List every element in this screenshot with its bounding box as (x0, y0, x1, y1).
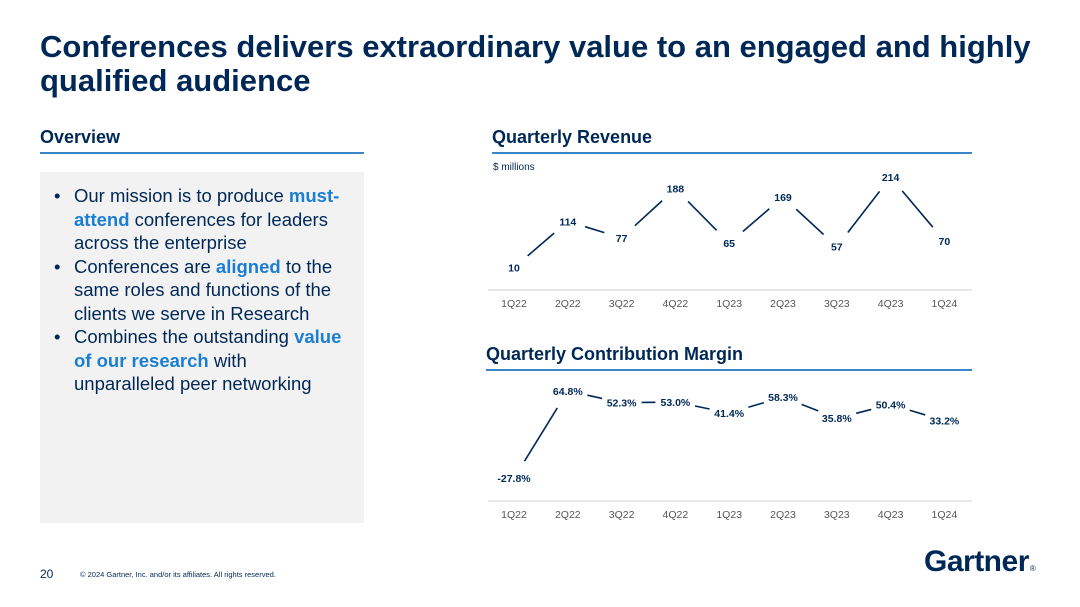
series-line-segment (801, 403, 819, 412)
gartner-logo: Gartner® (924, 545, 1036, 579)
x-tick-label: 1Q24 (932, 298, 958, 310)
overview-bullet: Combines the outstanding value of our re… (54, 325, 348, 396)
page-number: 20 (40, 567, 54, 581)
data-label: 64.8% (553, 386, 583, 398)
x-tick-label: 4Q23 (878, 298, 904, 310)
x-tick-label: 2Q22 (555, 509, 581, 521)
revenue-units-label: $ millions (493, 162, 535, 173)
series-line-segment (527, 232, 555, 257)
data-label: 10 (508, 263, 520, 275)
series-line-segment (523, 407, 558, 462)
x-tick-label: 2Q23 (770, 298, 796, 310)
series-line-segment (742, 208, 770, 233)
series-line-segment (694, 405, 710, 410)
x-tick-label: 1Q22 (501, 509, 527, 521)
overview-bullet: Conferences are aligned to the same role… (54, 255, 348, 326)
page-title: Conferences delivers extraordinary value… (40, 29, 1031, 98)
x-tick-label: 1Q23 (716, 509, 742, 521)
data-label: 58.3% (768, 392, 798, 404)
overview-panel: Our mission is to produce must-attend co… (40, 172, 364, 523)
data-label: 53.0% (661, 397, 691, 409)
x-tick-label: 1Q22 (501, 298, 527, 310)
bullet-text: Our mission is to produce (74, 185, 289, 206)
logo-registered-mark: ® (1029, 564, 1036, 573)
bullet-text: to the same roles and functions of the c… (74, 255, 333, 324)
data-label: 50.4% (876, 399, 906, 411)
series-line-segment (901, 190, 934, 228)
series-line-segment (634, 200, 663, 227)
highlighted-phrase: value of our research (74, 326, 342, 371)
bullet-text: conferences for leaders across the enter… (74, 208, 328, 254)
series-line-segment (687, 200, 718, 231)
data-label: 114 (559, 216, 576, 228)
data-label: 35.8% (822, 413, 852, 425)
bullet-text: with unparalleled peer networking (74, 349, 312, 395)
series-line-segment (587, 394, 603, 400)
series-line-segment (748, 401, 765, 409)
data-label: 214 (882, 172, 900, 184)
series-line-segment (909, 409, 926, 416)
revenue-chart: 1Q22 2Q22 3Q22 4Q22 1Q23 2Q23 3Q23 4Q23 1Q24 10 11… (488, 172, 972, 310)
x-tick-label: 1Q24 (932, 509, 958, 521)
revenue-chart-title: Quarterly Revenue (492, 127, 972, 154)
series-line-segment (847, 190, 881, 233)
data-label: 188 (667, 184, 685, 196)
highlighted-phrase: must-attend (74, 185, 340, 230)
overview-heading: Overview (40, 127, 364, 154)
copyright-notice: © 2024 Gartner, Inc. and/or its affiliat… (80, 570, 276, 579)
series-line-segment (584, 225, 605, 234)
data-label: -27.8% (497, 473, 531, 485)
series-line-segment (795, 208, 825, 236)
highlighted-phrase: aligned (215, 255, 281, 277)
data-label: 70 (939, 236, 951, 248)
bullet-text: Combines the outstanding (74, 326, 295, 347)
x-tick-label: 4Q22 (663, 509, 689, 521)
x-tick-label: 4Q23 (878, 509, 904, 521)
x-tick-label: 3Q23 (824, 298, 850, 310)
logo-text: Gartner (924, 545, 1029, 578)
overview-bullet: Our mission is to produce must-attend co… (54, 184, 348, 255)
x-tick-label: 3Q22 (609, 509, 635, 521)
data-label: 52.3% (607, 398, 637, 410)
data-label: 169 (774, 192, 792, 204)
data-label: 41.4% (714, 408, 744, 420)
x-tick-label: 3Q22 (609, 298, 635, 310)
data-label: 65 (723, 238, 735, 250)
data-label: 77 (616, 233, 628, 245)
margin-chart-title: Quarterly Contribution Margin (486, 344, 972, 371)
data-label: 57 (831, 242, 843, 254)
bullet-text: Conferences are (74, 255, 216, 277)
x-tick-label: 1Q23 (716, 298, 742, 310)
x-tick-label: 2Q22 (555, 298, 581, 310)
data-label: 33.2% (930, 416, 960, 428)
x-tick-label: 2Q23 (770, 509, 796, 521)
x-tick-label: 3Q23 (824, 509, 850, 521)
overview-bullet-list: Our mission is to produce must-attend co… (40, 172, 364, 396)
x-tick-label: 4Q22 (663, 298, 689, 310)
series-line-segment (855, 408, 872, 415)
margin-chart: 1Q22 2Q22 3Q22 4Q22 1Q23 2Q23 3Q23 4Q23 1Q24 -27.… (488, 386, 972, 521)
